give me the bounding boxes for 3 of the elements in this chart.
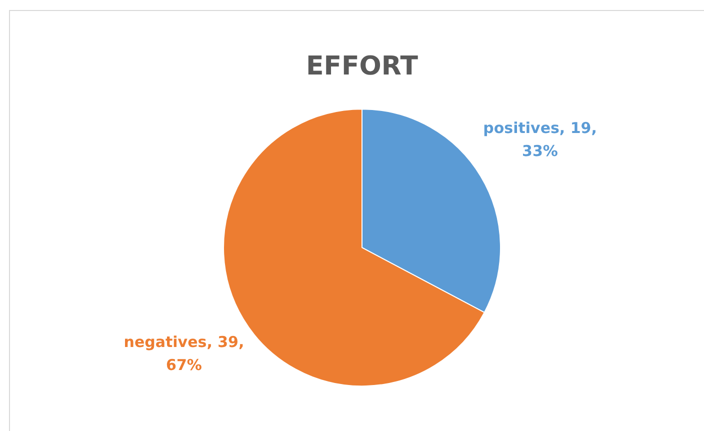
slice-label: positives, 19, 33%: [483, 118, 597, 160]
chart-title: EFFORT: [306, 51, 418, 82]
slice-label: negatives, 39, 67%: [124, 333, 244, 374]
